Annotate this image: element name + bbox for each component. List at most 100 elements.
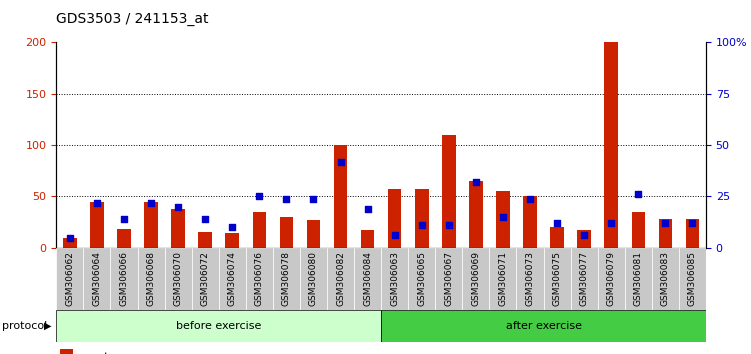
- Text: ▶: ▶: [44, 321, 51, 331]
- Point: [280, 196, 292, 201]
- Bar: [56, 310, 381, 342]
- Bar: [381, 310, 706, 342]
- Text: GSM306084: GSM306084: [363, 251, 372, 306]
- Text: GSM306063: GSM306063: [391, 251, 400, 306]
- Point: [497, 214, 509, 220]
- Text: GSM306069: GSM306069: [472, 251, 481, 306]
- Point: [659, 220, 671, 226]
- Bar: [523, 196, 537, 248]
- Bar: [171, 209, 185, 248]
- Bar: [490, 248, 517, 310]
- Point: [443, 222, 455, 228]
- Text: GSM306080: GSM306080: [309, 251, 318, 306]
- Text: GSM306082: GSM306082: [336, 251, 345, 306]
- Bar: [463, 248, 490, 310]
- Bar: [164, 248, 192, 310]
- Text: count: count: [77, 353, 109, 354]
- Bar: [90, 202, 104, 248]
- Point: [470, 179, 482, 185]
- Bar: [279, 217, 293, 248]
- Text: GSM306078: GSM306078: [282, 251, 291, 306]
- Bar: [246, 248, 273, 310]
- Bar: [436, 248, 463, 310]
- Bar: [192, 248, 219, 310]
- Bar: [605, 42, 618, 248]
- Bar: [679, 248, 706, 310]
- Point: [416, 222, 428, 228]
- Point: [524, 196, 536, 201]
- Bar: [300, 248, 327, 310]
- Point: [172, 204, 184, 210]
- Text: GSM306068: GSM306068: [146, 251, 155, 306]
- Point: [91, 200, 103, 205]
- Bar: [632, 212, 645, 248]
- Point: [307, 196, 319, 201]
- Point: [64, 235, 76, 240]
- Bar: [219, 248, 246, 310]
- Text: GSM306062: GSM306062: [65, 251, 74, 306]
- Bar: [517, 248, 544, 310]
- Text: GSM306064: GSM306064: [92, 251, 101, 306]
- Text: GSM306073: GSM306073: [526, 251, 535, 306]
- Bar: [110, 248, 137, 310]
- Text: GSM306075: GSM306075: [553, 251, 562, 306]
- Bar: [415, 189, 429, 248]
- Bar: [333, 145, 347, 248]
- Bar: [625, 248, 652, 310]
- Bar: [63, 238, 77, 248]
- Bar: [388, 189, 402, 248]
- Point: [199, 216, 211, 222]
- Bar: [652, 248, 679, 310]
- Bar: [225, 233, 239, 248]
- Bar: [137, 248, 164, 310]
- Bar: [59, 349, 73, 354]
- Point: [253, 194, 265, 199]
- Text: GSM306083: GSM306083: [661, 251, 670, 306]
- Bar: [117, 229, 131, 248]
- Point: [361, 206, 373, 212]
- Bar: [442, 135, 456, 248]
- Bar: [409, 248, 436, 310]
- Point: [686, 220, 698, 226]
- Bar: [496, 191, 510, 248]
- Bar: [381, 248, 409, 310]
- Bar: [56, 248, 83, 310]
- Bar: [252, 212, 266, 248]
- Bar: [306, 220, 320, 248]
- Text: GDS3503 / 241153_at: GDS3503 / 241153_at: [56, 12, 209, 27]
- Bar: [571, 248, 598, 310]
- Text: GSM306076: GSM306076: [255, 251, 264, 306]
- Bar: [144, 202, 158, 248]
- Point: [145, 200, 157, 205]
- Point: [551, 220, 563, 226]
- Text: GSM306067: GSM306067: [445, 251, 454, 306]
- Point: [334, 159, 346, 164]
- Bar: [598, 248, 625, 310]
- Text: GSM306072: GSM306072: [201, 251, 210, 306]
- Point: [226, 224, 238, 230]
- Text: GSM306077: GSM306077: [580, 251, 589, 306]
- Bar: [83, 248, 110, 310]
- Point: [118, 216, 130, 222]
- Text: GSM306085: GSM306085: [688, 251, 697, 306]
- Bar: [469, 181, 483, 248]
- Text: GSM306071: GSM306071: [499, 251, 508, 306]
- Text: GSM306074: GSM306074: [228, 251, 237, 306]
- Text: GSM306070: GSM306070: [173, 251, 182, 306]
- Bar: [659, 219, 672, 248]
- Bar: [273, 248, 300, 310]
- Point: [578, 233, 590, 238]
- Bar: [198, 232, 212, 248]
- Text: before exercise: before exercise: [176, 321, 261, 331]
- Text: after exercise: after exercise: [505, 321, 581, 331]
- Bar: [550, 227, 564, 248]
- Point: [605, 220, 617, 226]
- Point: [632, 192, 644, 197]
- Bar: [354, 248, 382, 310]
- Text: protocol: protocol: [2, 321, 47, 331]
- Text: GSM306079: GSM306079: [607, 251, 616, 306]
- Bar: [544, 248, 571, 310]
- Bar: [360, 230, 374, 248]
- Text: GSM306066: GSM306066: [119, 251, 128, 306]
- Point: [389, 233, 401, 238]
